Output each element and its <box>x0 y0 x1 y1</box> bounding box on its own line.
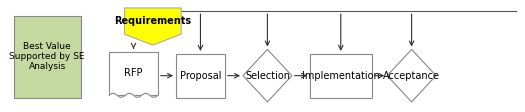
Polygon shape <box>243 49 292 102</box>
Text: Requirements: Requirements <box>114 16 192 26</box>
Text: Acceptance: Acceptance <box>383 71 440 81</box>
Text: RFP: RFP <box>124 68 143 79</box>
Text: Best Value
Supported by SE
Analysis: Best Value Supported by SE Analysis <box>9 42 85 71</box>
FancyBboxPatch shape <box>176 54 225 98</box>
FancyBboxPatch shape <box>14 16 81 98</box>
Text: Implementation: Implementation <box>302 71 380 81</box>
Polygon shape <box>124 8 181 45</box>
Polygon shape <box>387 49 436 102</box>
Text: Selection: Selection <box>245 71 290 81</box>
Text: Proposal: Proposal <box>180 71 221 81</box>
FancyBboxPatch shape <box>109 52 158 95</box>
FancyBboxPatch shape <box>310 54 372 98</box>
